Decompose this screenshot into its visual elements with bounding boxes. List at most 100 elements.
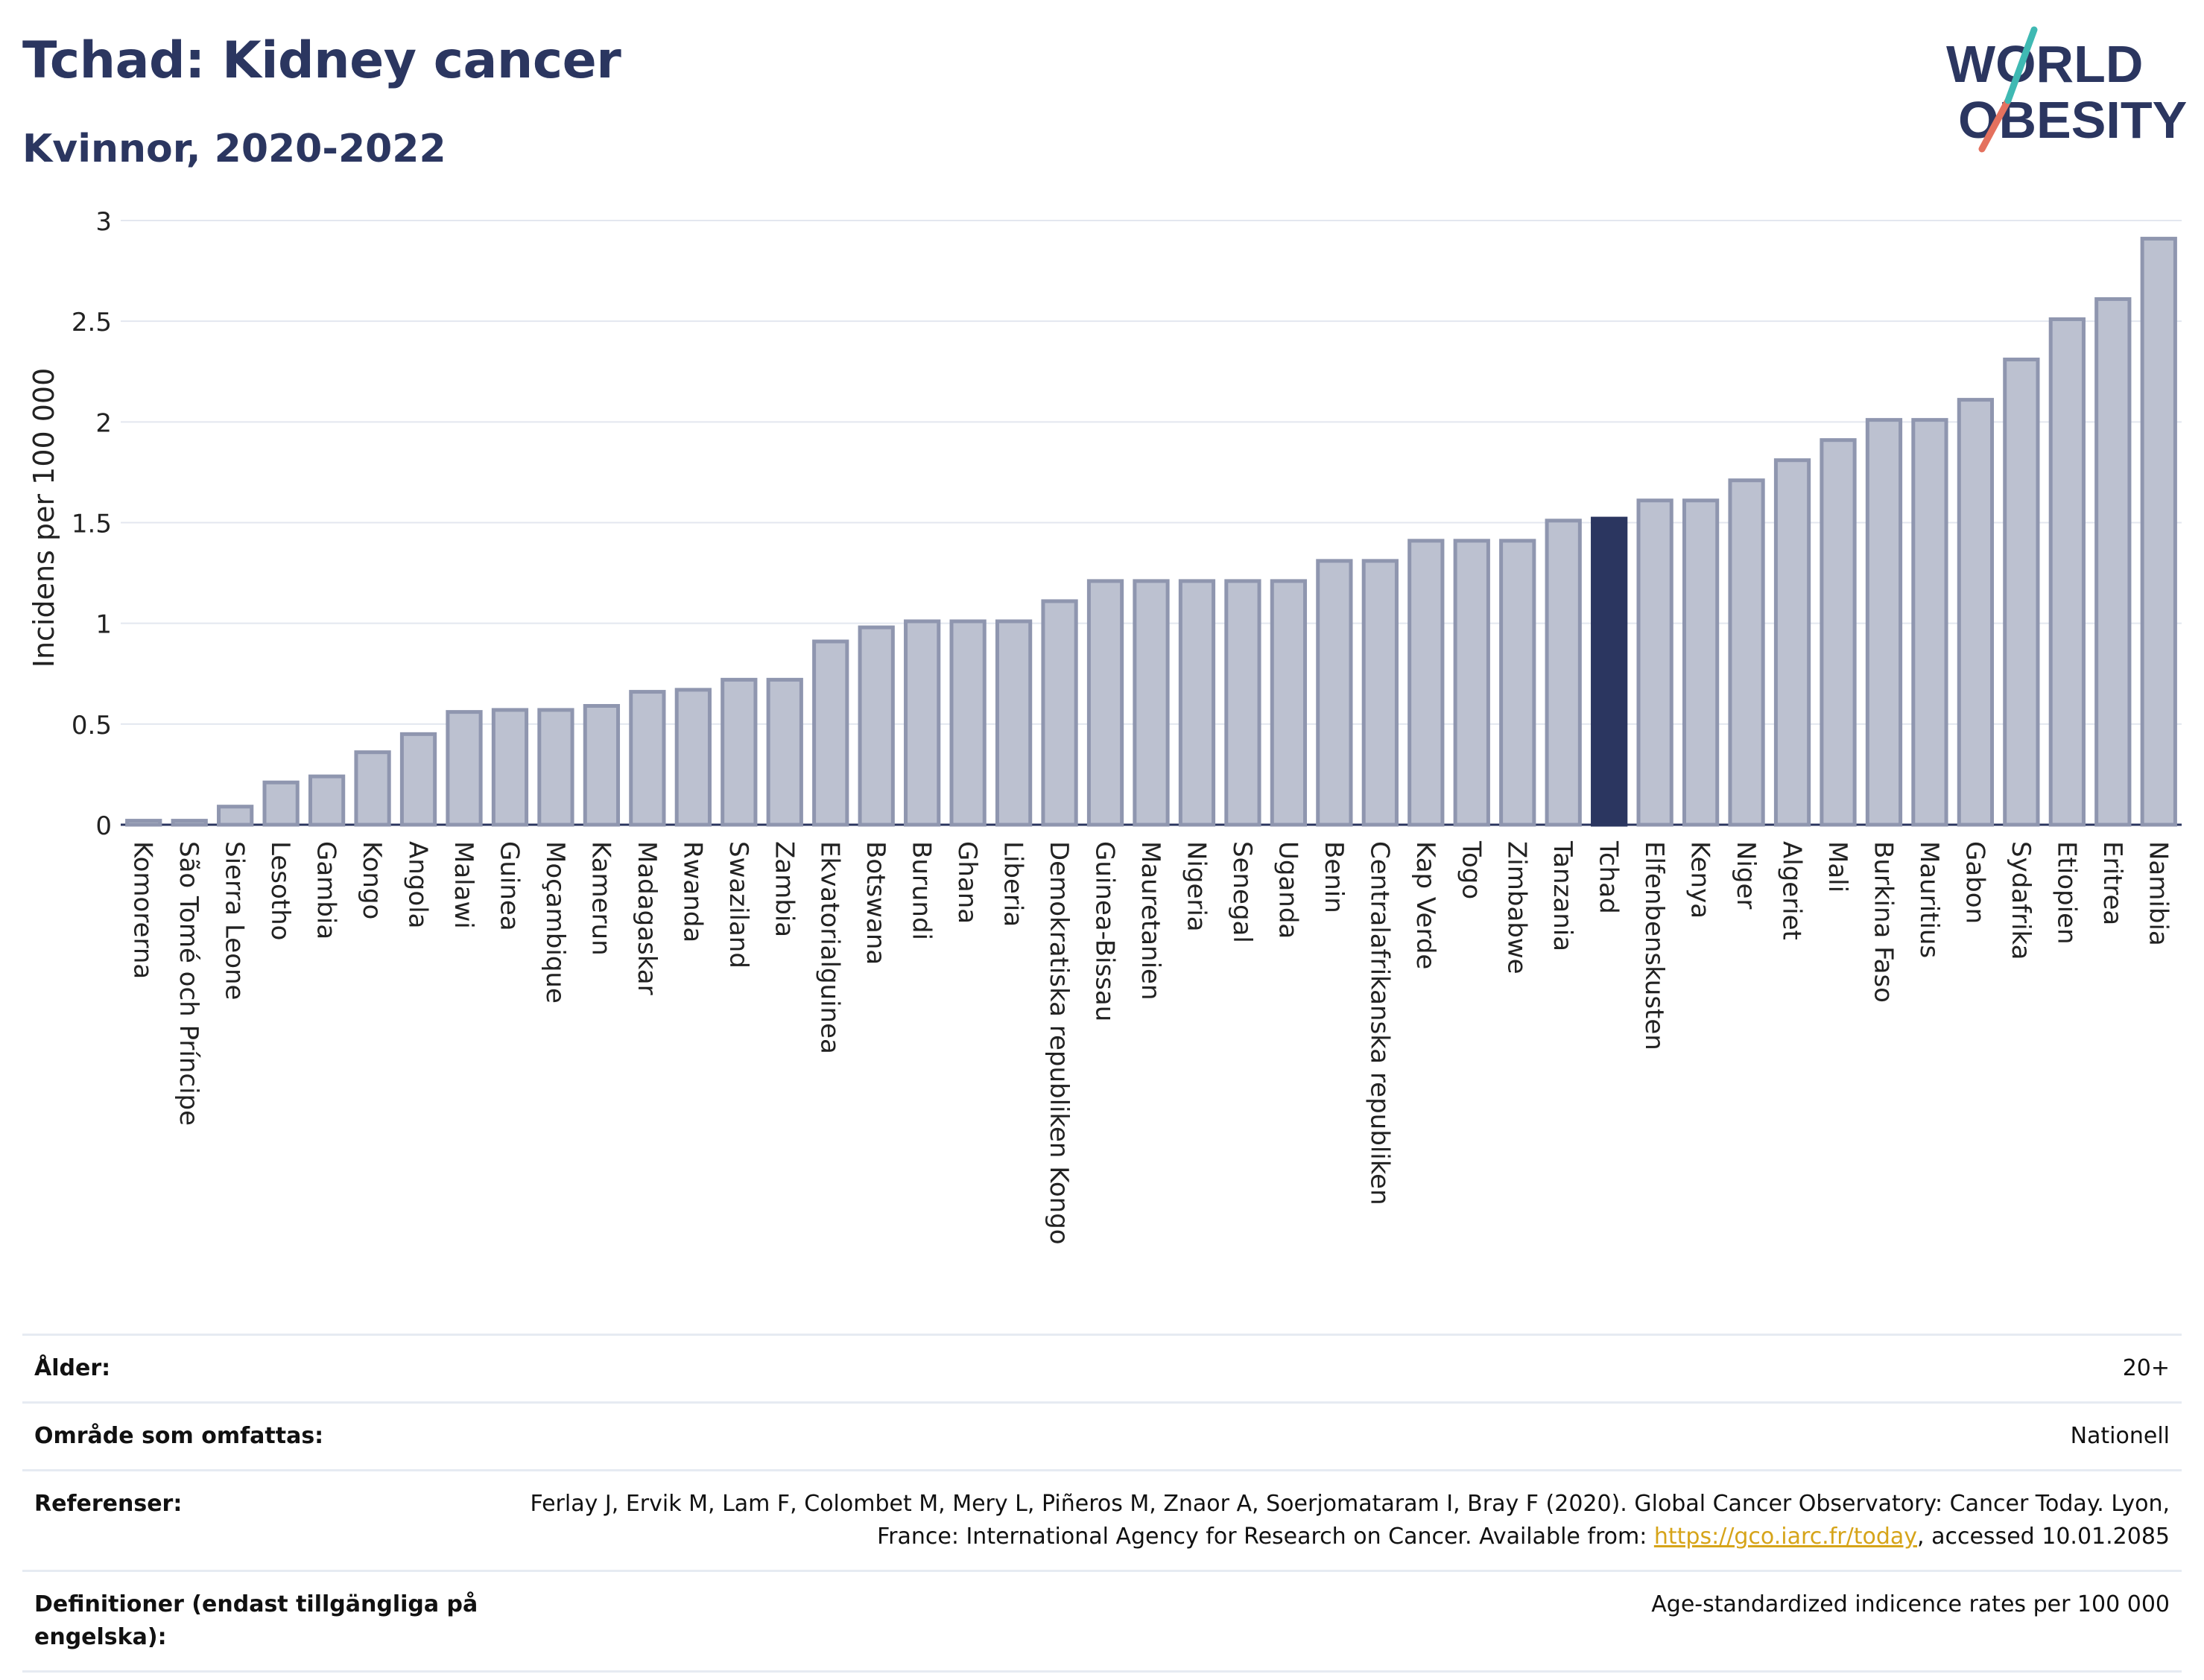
bar bbox=[2048, 317, 2086, 827]
info-row-age: Ålder: 20+ bbox=[22, 1334, 2182, 1401]
bar bbox=[812, 639, 849, 827]
bar bbox=[858, 625, 895, 827]
bar bbox=[537, 708, 574, 827]
bar bbox=[125, 819, 162, 827]
x-tick-label: Burkina Faso bbox=[1868, 841, 1898, 1003]
x-tick-label: Madagaskar bbox=[632, 841, 662, 995]
world-obesity-logo: WORLD OBESITY bbox=[1946, 26, 2187, 153]
bar bbox=[721, 677, 758, 827]
y-tick-label: 2.5 bbox=[72, 308, 112, 337]
x-tick-label: Togo bbox=[1456, 840, 1486, 899]
bar bbox=[1865, 418, 1903, 827]
x-tick-label: São Tomé och Príncipe bbox=[174, 841, 203, 1126]
x-tick-label: Botswana bbox=[861, 841, 890, 965]
x-tick-label: Kap Verde bbox=[1410, 841, 1440, 969]
x-tick-label: Namibia bbox=[2143, 841, 2173, 946]
bar bbox=[1133, 579, 1170, 827]
bar bbox=[1316, 559, 1353, 827]
info-value: Ferlay J, Ervik M, Lam F, Colombet M, Me… bbox=[496, 1488, 2170, 1553]
x-tick-label: Ekvatorialguinea bbox=[815, 841, 845, 1054]
x-tick-label: Tchad bbox=[1594, 840, 1624, 914]
info-row-references: Referenser: Ferlay J, Ervik M, Lam F, Co… bbox=[22, 1469, 2182, 1570]
x-tick-label: Burundi bbox=[907, 841, 937, 940]
bar bbox=[2094, 297, 2132, 827]
bar bbox=[399, 732, 437, 827]
x-tick-label: Moçambique bbox=[540, 841, 570, 1004]
bar bbox=[583, 704, 621, 827]
info-row-area: Område som omfattas: Nationell bbox=[22, 1401, 2182, 1469]
x-tick-label: Etiopien bbox=[2051, 841, 2081, 945]
bar bbox=[1682, 498, 1720, 827]
x-tick-label: Nigeria bbox=[1181, 841, 1211, 932]
reference-text: Ferlay J, Ervik M, Lam F, Colombet M, Me… bbox=[530, 1491, 2170, 1550]
x-tick-label: Centralafrikanska republiken bbox=[1364, 841, 1394, 1205]
info-value: Age-standardized indicence rates per 100… bbox=[1651, 1591, 2170, 1617]
bar bbox=[2140, 236, 2177, 827]
bar-chart: 0 0.5 1 1.5 2 2.5 3 Komorerna São Tomé och Prín… bbox=[28, 207, 2182, 1245]
x-tick-label: Tanzania bbox=[1548, 840, 1577, 951]
bar bbox=[446, 710, 483, 827]
bar bbox=[1361, 559, 1399, 827]
x-tick-label: Benin bbox=[1319, 841, 1349, 913]
bar bbox=[1773, 458, 1811, 827]
info-row-definitions: Definitioner (endast tillgängliga på eng… bbox=[22, 1570, 2182, 1673]
y-tick-label: 2 bbox=[95, 408, 112, 438]
info-value: Nationell bbox=[2070, 1423, 2170, 1449]
bar-highlight bbox=[1591, 516, 1628, 827]
bar bbox=[491, 708, 529, 827]
x-tick-label: Swaziland bbox=[723, 841, 753, 969]
x-axis-labels: Komorerna São Tomé och Príncipe Sierra Leo… bbox=[128, 840, 2173, 1245]
chart-subtitle: Kvinnor, 2020-2022 bbox=[22, 127, 446, 171]
x-tick-label: Kamerun bbox=[586, 841, 615, 956]
bar bbox=[904, 619, 941, 827]
bar bbox=[995, 619, 1033, 827]
bar bbox=[1911, 418, 1948, 827]
bar bbox=[217, 805, 254, 827]
x-tick-label: Angola bbox=[403, 841, 433, 928]
x-tick-label: Kongo bbox=[357, 841, 387, 919]
y-tick-label: 0.5 bbox=[72, 711, 112, 741]
bar bbox=[354, 750, 391, 827]
bar bbox=[674, 688, 712, 827]
x-tick-label: Komorerna bbox=[128, 841, 158, 979]
x-tick-label: Elfenbenskusten bbox=[1639, 841, 1669, 1050]
info-value: 20+ bbox=[2122, 1355, 2170, 1381]
reference-link[interactable]: https://gco.iarc.fr/today bbox=[1653, 1524, 1918, 1550]
x-tick-label: Uganda bbox=[1273, 841, 1302, 939]
bar bbox=[1224, 579, 1261, 827]
x-tick-label: Zimbabwe bbox=[1502, 841, 1532, 974]
x-tick-label: Guinea-Bissau bbox=[1090, 841, 1120, 1021]
x-tick-label: Algeriet bbox=[1777, 841, 1807, 940]
bar bbox=[1178, 579, 1216, 827]
x-tick-label: Senegal bbox=[1227, 841, 1257, 943]
bar bbox=[1636, 498, 1673, 827]
x-tick-label: Mauretanien bbox=[1136, 841, 1165, 1001]
x-tick-label: Malawi bbox=[449, 841, 478, 929]
x-tick-label: Sydafrika bbox=[2006, 841, 2036, 960]
info-label: Ålder: bbox=[34, 1355, 111, 1381]
x-tick-label: Liberia bbox=[998, 841, 1028, 927]
bar bbox=[1957, 398, 1995, 827]
info-label: Definitioner (endast tillgängliga på eng… bbox=[34, 1591, 478, 1650]
bars bbox=[125, 236, 2177, 827]
bar bbox=[1453, 539, 1490, 827]
x-tick-label: Guinea bbox=[494, 841, 524, 931]
info-label: Referenser: bbox=[34, 1491, 183, 1517]
bar bbox=[629, 690, 666, 827]
x-tick-label: Sierra Leone bbox=[220, 841, 250, 1000]
x-tick-label: Ghana bbox=[952, 841, 982, 924]
x-tick-label: Demokratiska republiken Kongo bbox=[1044, 841, 1074, 1245]
y-tick-label: 0 bbox=[95, 811, 112, 841]
y-axis-label: Incidens per 100 000 bbox=[28, 368, 60, 668]
x-tick-label: Mali bbox=[1823, 841, 1852, 893]
info-table: Ålder: 20+ Område som omfattas: Nationel… bbox=[22, 1334, 2182, 1673]
bar bbox=[1407, 539, 1445, 827]
bar bbox=[1545, 519, 1582, 827]
bar bbox=[308, 774, 346, 827]
bar bbox=[1499, 539, 1536, 827]
x-tick-label: Lesotho bbox=[265, 841, 295, 940]
x-tick-label: Kenya bbox=[1685, 841, 1715, 919]
bar bbox=[262, 780, 300, 827]
x-tick-label: Rwanda bbox=[677, 841, 707, 942]
bar bbox=[766, 677, 803, 827]
